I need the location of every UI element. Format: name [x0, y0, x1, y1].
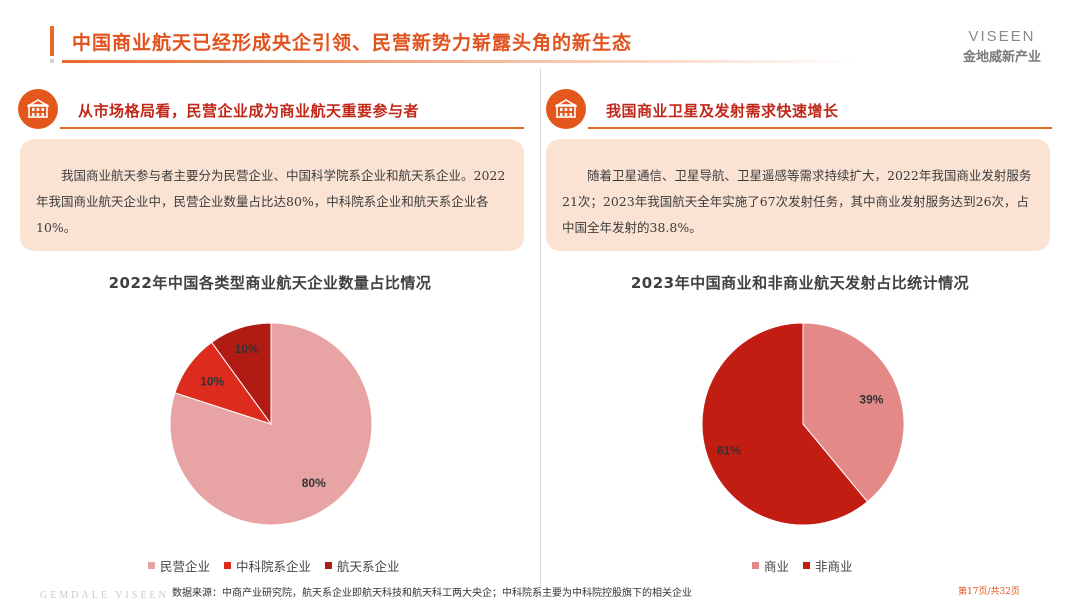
right-chart-legend: 商业 非商业 [752, 556, 853, 575]
slice-data-label: 10% [235, 342, 259, 356]
legend-swatch [752, 562, 759, 569]
title-accent-bar [50, 26, 54, 56]
left-card-text: 我国商业航天参与者主要分为民营企业、中国科学院系企业和航天系企业。2022年我国… [36, 168, 506, 235]
right-section-heading: 我国商业卫星及发射需求快速增长 [606, 102, 839, 120]
slice-data-label: 39% [859, 392, 883, 406]
right-card-text: 随着卫星通信、卫星导航、卫星遥感等需求持续扩大，2022年我国商业发射服务21次… [562, 168, 1032, 235]
logo-name: 金地威新产业 [962, 50, 1041, 65]
pie-slice [210, 322, 272, 426]
legend-label: 非商业 [815, 559, 853, 574]
legend-swatch [325, 562, 333, 569]
legend-label: 中科院系企业 [236, 559, 312, 574]
right-section-rule [588, 127, 1052, 129]
page-number: 第17页/共32页 [958, 587, 1020, 597]
company-logo: VISEEN 金地威新产业 [952, 28, 1052, 65]
pie-slice [802, 322, 905, 503]
right-pie-chart: 39% 61% [701, 322, 905, 526]
legend-label: 商业 [764, 559, 790, 574]
left-chart-title: 2022年中国各类型商业航天企业数量占比情况 [108, 274, 432, 292]
legend-item-noncommercial: 非商业 [803, 556, 853, 575]
building-icon [18, 89, 58, 129]
legend-swatch [148, 562, 155, 569]
slice-data-label: 80% [302, 476, 326, 490]
building-icon [546, 89, 586, 129]
legend-item-private: 民营企业 [148, 556, 210, 575]
footer-watermark: GEMDALE VISEEN [40, 590, 169, 601]
slice-data-label: 61% [717, 444, 741, 458]
left-section-rule [60, 127, 524, 129]
pie-slice [701, 322, 869, 526]
legend-item-commercial: 商业 [752, 556, 789, 575]
legend-item-cas: 中科院系企业 [224, 556, 311, 575]
title-underline-dot [50, 59, 54, 63]
slice-data-label: 10% [200, 374, 224, 388]
column-divider [540, 68, 541, 598]
left-section-heading: 从市场格局看，民营企业成为商业航天重要参与者 [78, 102, 420, 120]
left-pie-chart: 80% 10% 10% [169, 322, 373, 526]
right-chart-title: 2023年中国商业和非商业航天发射占比统计情况 [630, 274, 970, 292]
left-chart-legend: 民营企业 中科院系企业 航天系企业 [148, 556, 400, 575]
legend-label: 民营企业 [160, 559, 211, 574]
page-title: 中国商业航天已经形成央企引领、民营新势力崭露头角的新生态 [72, 32, 633, 54]
legend-item-aerospace: 航天系企业 [325, 556, 400, 575]
legend-swatch [224, 562, 232, 569]
legend-label: 航天系企业 [337, 559, 400, 574]
title-underline [62, 60, 862, 63]
left-text-card: 我国商业航天参与者主要分为民营企业、中国科学院系企业和航天系企业。2022年我国… [20, 139, 524, 251]
data-source-note: 数据来源：中商产业研究院，航天系企业即航天科技和航天科工两大央企；中科院系主要为… [172, 588, 692, 599]
right-text-card: 随着卫星通信、卫星导航、卫星遥感等需求持续扩大，2022年我国商业发射服务21次… [546, 139, 1050, 251]
legend-swatch [803, 562, 811, 569]
logo-wordmark: VISEEN [968, 28, 1036, 45]
